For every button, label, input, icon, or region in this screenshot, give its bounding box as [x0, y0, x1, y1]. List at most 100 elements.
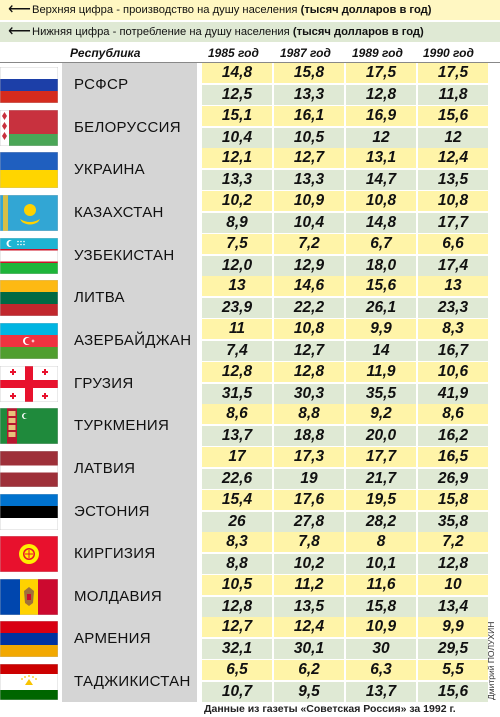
- consumption-1990: 13,4: [418, 596, 488, 617]
- consumption-1990: 29,5: [418, 639, 488, 660]
- consumption-1987: 22,2: [274, 298, 344, 319]
- arrow-left-icon: ⟵: [8, 1, 31, 18]
- consumption-1990: 26,9: [418, 468, 488, 489]
- production-1985: 6,5: [202, 660, 272, 681]
- production-1990: 6,6: [418, 233, 488, 254]
- consumption-1985: 10,7: [202, 682, 272, 703]
- consumption-1987: 27,8: [274, 511, 344, 532]
- republic-name: КИРГИЗИЯ: [62, 532, 197, 576]
- republic-name: УКРАИНА: [62, 148, 197, 192]
- production-1987: 10,8: [274, 318, 344, 339]
- republic-name: ЛИТВА: [62, 276, 197, 320]
- table-row: ЛАТВИЯ 17 22,6 17,3 19 17,7 21,7 16,5 26,9: [0, 446, 500, 490]
- production-1985: 13: [202, 276, 272, 297]
- production-1987: 7,2: [274, 233, 344, 254]
- production-1985: 10,5: [202, 574, 272, 595]
- production-1987: 16,1: [274, 105, 344, 126]
- table-row: БЕЛОРУССИЯ 15,1 10,4 16,1 10,5 16,9 12 15,6 12: [0, 105, 500, 149]
- consumption-1990: 15,6: [418, 682, 488, 703]
- legend-production-text: Верхняя цифра - производство на душу нас…: [32, 4, 432, 16]
- production-1987: 12,7: [274, 148, 344, 169]
- republic-name: БЕЛОРУССИЯ: [62, 105, 197, 149]
- production-1987: 10,9: [274, 190, 344, 211]
- production-1987: 8,8: [274, 404, 344, 425]
- consumption-1989: 14,8: [346, 212, 416, 233]
- production-1985: 15,1: [202, 105, 272, 126]
- republic-name: АЗЕРБАЙДЖАН: [62, 318, 197, 362]
- production-1990: 5,5: [418, 660, 488, 681]
- consumption-1987: 10,2: [274, 554, 344, 575]
- consumption-1985: 32,1: [202, 639, 272, 660]
- production-1990: 9,9: [418, 617, 488, 638]
- consumption-1989: 15,8: [346, 596, 416, 617]
- table-row: ГРУЗИЯ 12,8 31,5 12,8 30,3 11,9 35,5 10,6 41,9: [0, 361, 500, 405]
- republic-name: РСФСР: [62, 63, 197, 106]
- production-1987: 14,6: [274, 276, 344, 297]
- consumption-1987: 13,3: [274, 170, 344, 191]
- production-1990: 16,5: [418, 446, 488, 467]
- georgia-flag-icon: [0, 365, 58, 402]
- consumption-1985: 8,8: [202, 554, 272, 575]
- republic-name: АРМЕНИЯ: [62, 617, 197, 661]
- production-1985: 10,2: [202, 190, 272, 211]
- table-row: ЛИТВА 13 23,9 14,6 22,2 15,6 26,1 13 23,3: [0, 276, 500, 320]
- latvia-flag-icon: [0, 450, 58, 487]
- ukraine-flag-icon: [0, 152, 58, 189]
- consumption-1985: 12,8: [202, 596, 272, 617]
- consumption-1990: 11,8: [418, 85, 488, 105]
- table-row: РСФСР 14,8 12,5 15,8 13,3 17,5 12,8 17,5 11,8: [0, 63, 500, 106]
- legend-consumption-text: Нижняя цифра - потребление на душу насел…: [32, 26, 424, 38]
- production-1989: 10,9: [346, 617, 416, 638]
- consumption-1985: 23,9: [202, 298, 272, 319]
- azerbaijan-flag-icon: [0, 322, 58, 359]
- production-1989: 17,5: [346, 63, 416, 83]
- table-header: Республика 1985 год 1987 год 1989 год 19…: [0, 44, 500, 63]
- consumption-1985: 26: [202, 511, 272, 532]
- production-1990: 10: [418, 574, 488, 595]
- consumption-1985: 13,7: [202, 426, 272, 447]
- table-row: ТАДЖИКИСТАН 6,5 10,7 6,2 9,5 6,3 13,7 5,5 15,6: [0, 660, 500, 704]
- production-1989: 11,6: [346, 574, 416, 595]
- consumption-1987: 10,5: [274, 127, 344, 148]
- table-row: КИРГИЗИЯ 8,3 8,8 7,8 10,2 8 10,1 7,2 12,8: [0, 532, 500, 576]
- production-1987: 15,8: [274, 63, 344, 83]
- production-1987: 17,6: [274, 489, 344, 510]
- legend-consumption: ⟵ Нижняя цифра - потребление на душу нас…: [0, 22, 500, 42]
- production-1989: 17,7: [346, 446, 416, 467]
- production-1989: 9,9: [346, 318, 416, 339]
- header-year-1990: 1990 год: [423, 46, 474, 60]
- consumption-1987: 19: [274, 468, 344, 489]
- production-1985: 12,7: [202, 617, 272, 638]
- consumption-1989: 30: [346, 639, 416, 660]
- consumption-1990: 16,2: [418, 426, 488, 447]
- consumption-1987: 13,5: [274, 596, 344, 617]
- production-1985: 17: [202, 446, 272, 467]
- russia-flag-icon: [0, 67, 58, 103]
- belarus-flag-icon: [0, 109, 58, 146]
- consumption-1990: 17,7: [418, 212, 488, 233]
- legend-production: ⟵ Верхняя цифра - производство на душу н…: [0, 0, 500, 20]
- moldova-flag-icon: [0, 578, 58, 615]
- consumption-1985: 31,5: [202, 383, 272, 404]
- production-1989: 6,7: [346, 233, 416, 254]
- consumption-1989: 18,0: [346, 255, 416, 276]
- consumption-1990: 35,8: [418, 511, 488, 532]
- consumption-1990: 13,5: [418, 170, 488, 191]
- republic-name: УЗБЕКИСТАН: [62, 233, 197, 277]
- consumption-1989: 12: [346, 127, 416, 148]
- source-footer: Данные из газеты «Советская Россия» за 1…: [0, 702, 500, 717]
- consumption-1989: 21,7: [346, 468, 416, 489]
- production-1987: 6,2: [274, 660, 344, 681]
- production-1989: 10,8: [346, 190, 416, 211]
- consumption-1985: 7,4: [202, 340, 272, 361]
- consumption-1990: 12: [418, 127, 488, 148]
- production-1985: 8,3: [202, 532, 272, 553]
- table-row: УКРАИНА 12,1 13,3 12,7 13,3 13,1 14,7 12,4 13,5: [0, 148, 500, 192]
- table-row: АРМЕНИЯ 12,7 32,1 12,4 30,1 10,9 30 9,9 29,5: [0, 617, 500, 661]
- consumption-1989: 28,2: [346, 511, 416, 532]
- production-1989: 16,9: [346, 105, 416, 126]
- republic-name: МОЛДАВИЯ: [62, 574, 197, 618]
- production-1985: 8,6: [202, 404, 272, 425]
- consumption-1989: 13,7: [346, 682, 416, 703]
- consumption-1989: 26,1: [346, 298, 416, 319]
